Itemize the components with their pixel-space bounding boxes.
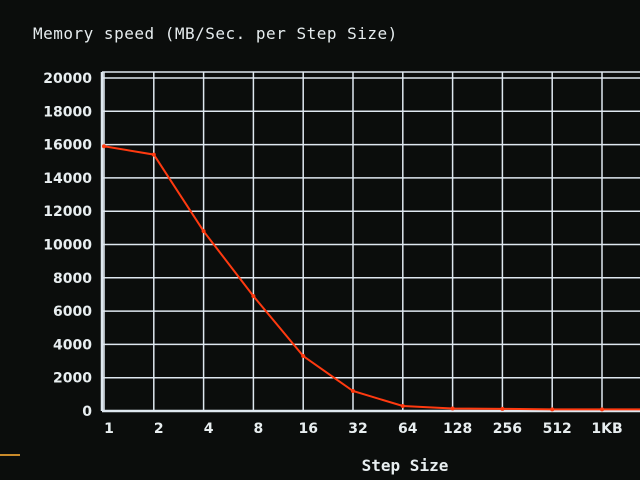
x-tick-labels: 12481632641282565121KB2K [104,421,623,437]
y-tick-label: 0 [82,404,92,420]
y-tick-label: 12000 [43,204,92,220]
data-point [301,354,306,359]
chart-title: Memory speed (MB/Sec. per Step Size) [33,24,398,43]
data-point [201,229,206,234]
x-tick-label: 8 [254,421,264,437]
x-tick-label: 128 [443,421,472,437]
y-tick-label: 10000 [43,238,92,254]
data-point [400,404,405,409]
data-point [251,294,256,299]
data-point [450,406,455,411]
x-tick-label: 2 [154,421,164,437]
data-point [600,407,604,412]
y-tick-label: 16000 [43,138,92,154]
data-point [151,152,156,157]
y-tick-label: 2000 [53,371,92,387]
window-edge-line [0,454,20,456]
data-point [500,406,505,411]
x-tick-label: 32 [348,421,367,437]
x-tick-label: 4 [204,421,214,437]
data-point [102,144,106,149]
grid [100,71,640,413]
x-axis-label: Step Size [362,456,449,475]
series-polyline [103,145,640,411]
y-tick-label: 20000 [43,71,92,87]
y-tick-label: 18000 [43,104,92,120]
y-tick-label: 14000 [43,171,92,187]
data-point [351,389,355,394]
y-tick-label: 4000 [53,337,92,353]
x-tick-label: 1KB [591,421,622,437]
x-tick-label: 16 [298,421,317,437]
y-tick-label: 6000 [53,304,92,320]
y-tick-label: 8000 [53,271,92,287]
x-tick-label: 256 [493,421,522,437]
x-tick-label: 64 [398,421,418,437]
series-line [102,144,640,412]
y-tick-labels: 0 2000 4000 6000 8000 10000 12000 14000 16000 180… [43,71,92,420]
x-tick-label: 512 [543,421,572,437]
data-point [550,407,555,412]
x-tick-label: 1 [104,421,114,437]
